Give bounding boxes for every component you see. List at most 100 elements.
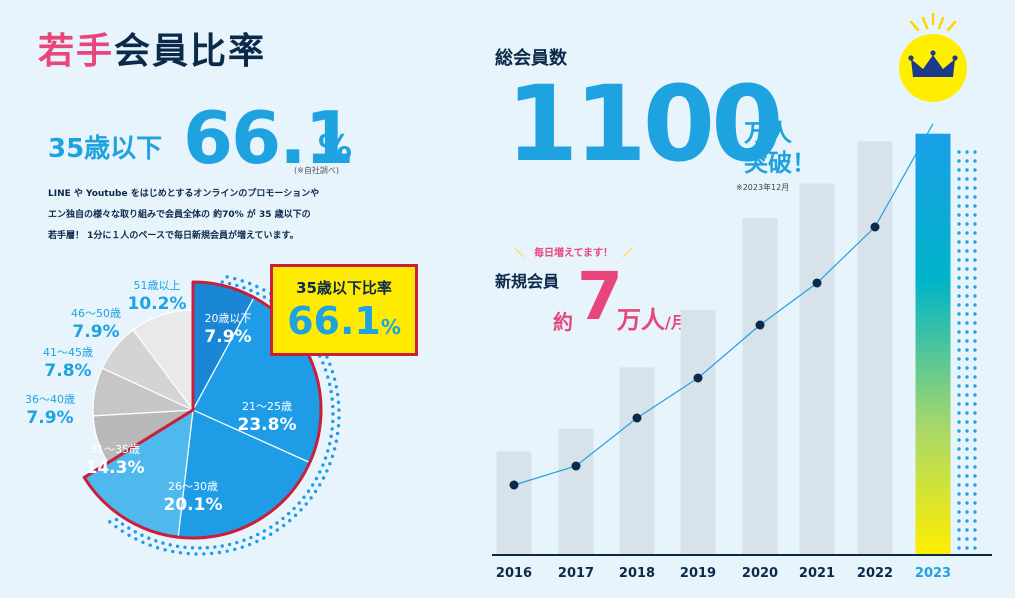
highlight-dot-pattern — [957, 465, 961, 469]
title-main: 会員比率 — [114, 31, 267, 72]
pie-shadow-dot — [235, 540, 239, 545]
description-line: 若手層！ 1分に１人のペースで毎日新規会員が増えています。 — [48, 231, 299, 241]
sparkle-ray — [909, 20, 920, 32]
callout-label: 35歳以下比率 — [296, 279, 392, 297]
pie-shadow-dot — [286, 511, 291, 516]
highlight-dot-pattern — [965, 240, 969, 244]
callout-value: 66.1% — [273, 299, 415, 343]
pie-shadow-dot — [330, 454, 335, 459]
total-members-note: ※2023年12月 — [736, 183, 790, 192]
pie-shadow-dot — [227, 542, 232, 547]
highlight-dot-pattern — [957, 537, 961, 541]
pie-shadow-dot — [220, 280, 224, 284]
pie-shadow-dot — [175, 544, 180, 548]
pie-shadow-dot — [114, 517, 119, 522]
highlight-dot-pattern — [973, 501, 977, 505]
pie-value-label: 7.8% — [44, 361, 91, 381]
pie-shadow-dot — [247, 542, 252, 547]
total-members-value: 1100 — [506, 63, 783, 185]
highlight-dot-pattern — [965, 249, 969, 253]
highlight-dot-pattern — [957, 276, 961, 280]
ratio-note: (※自社調べ) — [294, 166, 339, 175]
daily-tagline-text: 毎日増えてます！ — [534, 248, 613, 259]
highlight-dot-pattern — [973, 168, 977, 172]
highlight-dot-pattern — [957, 321, 961, 325]
highlight-dot-pattern — [965, 213, 969, 217]
title-accent: 若手 — [38, 31, 115, 72]
highlight-dot-pattern — [973, 456, 977, 460]
highlight-dot-pattern — [965, 465, 969, 469]
highlight-dot-pattern — [965, 267, 969, 271]
highlight-dot-pattern — [965, 483, 969, 487]
pie-shadow-dot — [327, 441, 332, 446]
highlight-dot-pattern — [973, 213, 977, 217]
highlight-dot-pattern — [957, 519, 961, 523]
highlight-dot-pattern — [973, 222, 977, 226]
pie-shadow-dot — [321, 476, 326, 480]
pie-shadow-dot — [299, 508, 303, 512]
ratio-label: 35歳以下 — [48, 134, 163, 164]
highlight-dot-pattern — [957, 357, 961, 361]
highlight-dot-pattern — [957, 402, 961, 406]
highlight-dot-pattern — [973, 357, 977, 361]
highlight-dot-pattern — [973, 177, 977, 181]
highlight-dot-pattern — [957, 348, 961, 352]
highlight-dot-pattern — [973, 474, 977, 478]
highlight-dot-pattern — [965, 168, 969, 172]
pie-shadow-dot — [249, 288, 253, 293]
highlight-dot-pattern — [973, 303, 977, 307]
highlight-dot-pattern — [973, 483, 977, 487]
description: LINE や Youtube をはじめとするオンラインのプロモーションや エン独… — [48, 184, 378, 247]
highlight-dot-pattern — [965, 375, 969, 379]
highlight-dot-pattern — [965, 357, 969, 361]
highlight-dot-pattern — [965, 402, 969, 406]
highlight-dot-pattern — [965, 429, 969, 433]
pie-shadow-dot — [334, 385, 339, 389]
pie-shadow-dot — [233, 547, 237, 552]
highlight-dot-pattern — [965, 294, 969, 298]
pie-shadow-dot — [331, 412, 335, 416]
pie-shadow-dot — [147, 536, 151, 540]
pie-shadow-dot — [335, 431, 340, 436]
pie-shadow-dot — [262, 536, 266, 540]
pie-shadow-dot — [275, 528, 279, 532]
pie-shadow-dot — [330, 369, 335, 374]
pie-shadow-dot — [313, 489, 318, 494]
highlight-dot-pattern — [957, 393, 961, 397]
pie-shadow-dot — [209, 551, 214, 556]
description-line: LINE や Youtube をはじめとするオンラインのプロモーションや — [48, 189, 320, 199]
pie-shadow-dot — [256, 291, 260, 296]
highlight-dot-pattern — [957, 411, 961, 415]
pie-shadow-dot — [329, 389, 333, 394]
highlight-dot-pattern — [965, 474, 969, 478]
pie-shadow-dot — [213, 545, 217, 549]
highlight-dot-pattern — [973, 384, 977, 388]
pie-shadow-dot — [183, 545, 187, 549]
pie-shadow-dot — [190, 546, 195, 550]
line-point — [571, 461, 581, 471]
pie-shadow-dot — [318, 470, 322, 474]
x-tick-label: 2018 — [619, 566, 655, 581]
pie-shadow-dot — [233, 276, 237, 281]
pie-shadow-dot — [331, 419, 335, 424]
line-point — [812, 278, 822, 288]
highlight-dot-pattern — [957, 366, 961, 370]
pie-shadow-dot — [288, 518, 292, 523]
pie-shadow-dot — [127, 526, 131, 530]
highlight-dot-pattern — [973, 186, 977, 190]
pie-shadow-dot — [318, 483, 322, 487]
pie-shadow-dot — [328, 462, 332, 466]
highlight-dot-pattern — [973, 420, 977, 424]
bar — [680, 309, 716, 555]
total-members-label: 総会員数 — [495, 48, 567, 69]
highlight-dot-pattern — [965, 258, 969, 262]
highlight-dot-pattern — [973, 231, 977, 235]
highlight-dot-pattern — [957, 186, 961, 190]
pie-shadow-dot — [309, 496, 313, 500]
highlight-dot-pattern — [973, 528, 977, 532]
x-tick-label: 2021 — [799, 566, 835, 581]
crown-jewel — [930, 50, 936, 56]
pie-highlight-outline — [82, 280, 323, 540]
crown-icon — [911, 55, 955, 77]
highlight-dot-pattern — [957, 429, 961, 433]
